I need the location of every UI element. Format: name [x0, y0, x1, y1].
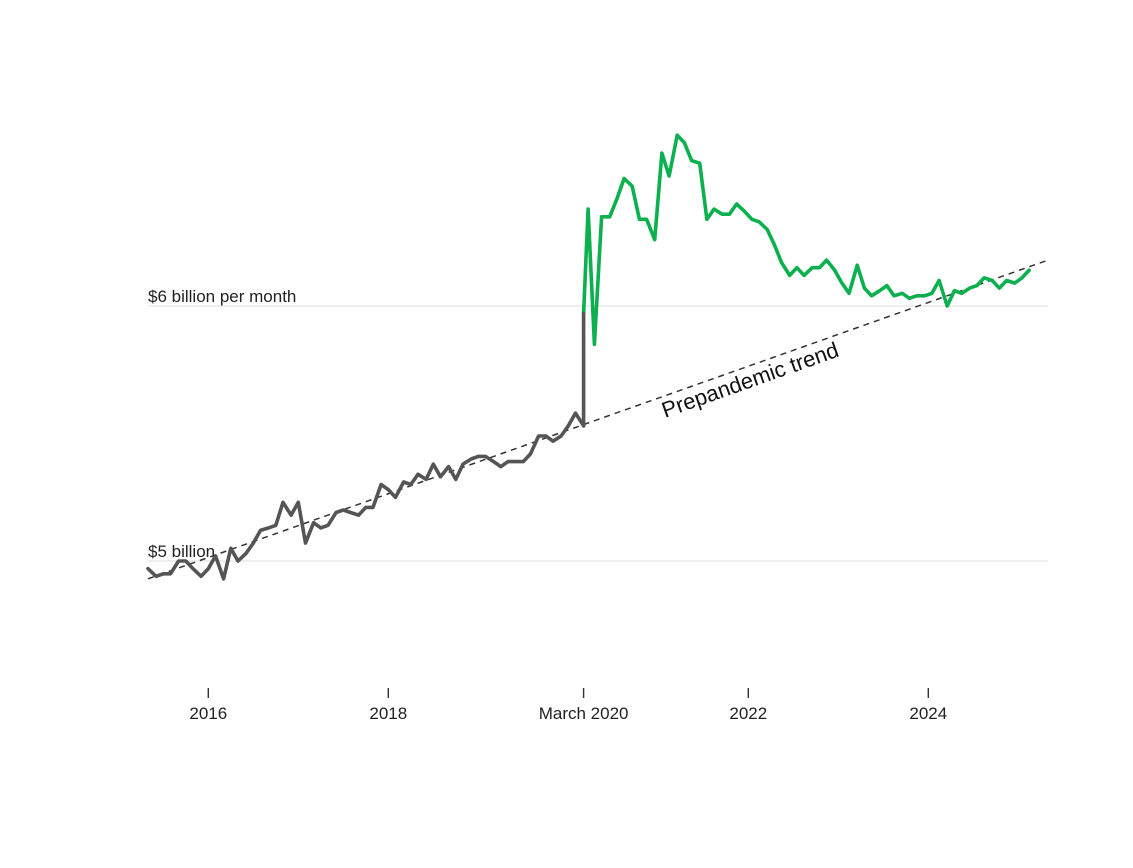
trend-annotation: Prepandemic trend: [658, 337, 842, 423]
x-axis: 2016 2018 March 2020 2022 2024: [189, 688, 947, 723]
x-tick-label-1: 2018: [369, 704, 407, 723]
series-line-postpandemic: [581, 133, 1031, 347]
x-tick-label-2: March 2020: [539, 704, 629, 723]
series-line-prepandemic: [146, 411, 586, 581]
x-tick-label-0: 2016: [189, 704, 227, 723]
y-axis-labels: $6 billion per month $5 billion: [148, 287, 296, 561]
x-tick-label-3: 2022: [729, 704, 767, 723]
y-tick-label-1: $5 billion: [148, 542, 215, 561]
x-tick-label-4: 2024: [909, 704, 947, 723]
grid-layer: [148, 305, 1048, 562]
prepandemic-trend-line: [147, 259, 1049, 580]
y-tick-label-0: $6 billion per month: [148, 287, 296, 306]
